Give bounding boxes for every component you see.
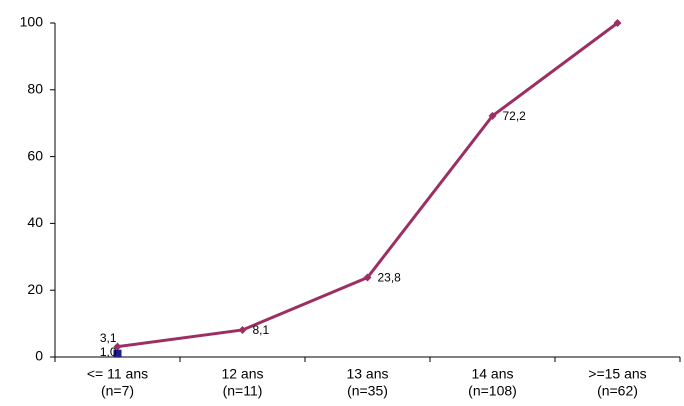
value-label: 8,1 <box>253 323 270 337</box>
x-tick-label: >=15 ans <box>588 366 646 382</box>
value-label: 1,0 <box>100 345 117 359</box>
x-tick-label: <= 11 ans <box>87 366 148 382</box>
x-tick-label: 12 ans <box>221 366 263 382</box>
x-tick-note: (n=7) <box>101 383 134 399</box>
value-label: 72,2 <box>503 109 527 123</box>
y-tick-label: 100 <box>20 14 44 30</box>
point <box>113 349 122 358</box>
x-tick-note: (n=108) <box>468 383 517 399</box>
y-tick-label: 80 <box>27 81 43 97</box>
x-tick-label: 14 ans <box>471 366 513 382</box>
point <box>238 325 247 334</box>
point <box>613 19 622 27</box>
x-tick-note: (n=11) <box>223 383 263 399</box>
y-tick-label: 60 <box>27 147 43 163</box>
y-tick-label: 20 <box>27 281 43 297</box>
y-tick-label: 0 <box>35 348 43 364</box>
x-tick-label: 13 ans <box>346 366 388 382</box>
value-label: 23,8 <box>378 271 402 285</box>
point <box>363 273 372 282</box>
value-label: 3,1 <box>100 331 117 345</box>
y-tick-label: 40 <box>27 214 43 230</box>
point <box>488 111 497 120</box>
x-tick-note: (n=35) <box>347 383 388 399</box>
point <box>113 342 122 351</box>
series-line <box>117 21 619 349</box>
x-tick-note: (n=62) <box>597 383 638 399</box>
